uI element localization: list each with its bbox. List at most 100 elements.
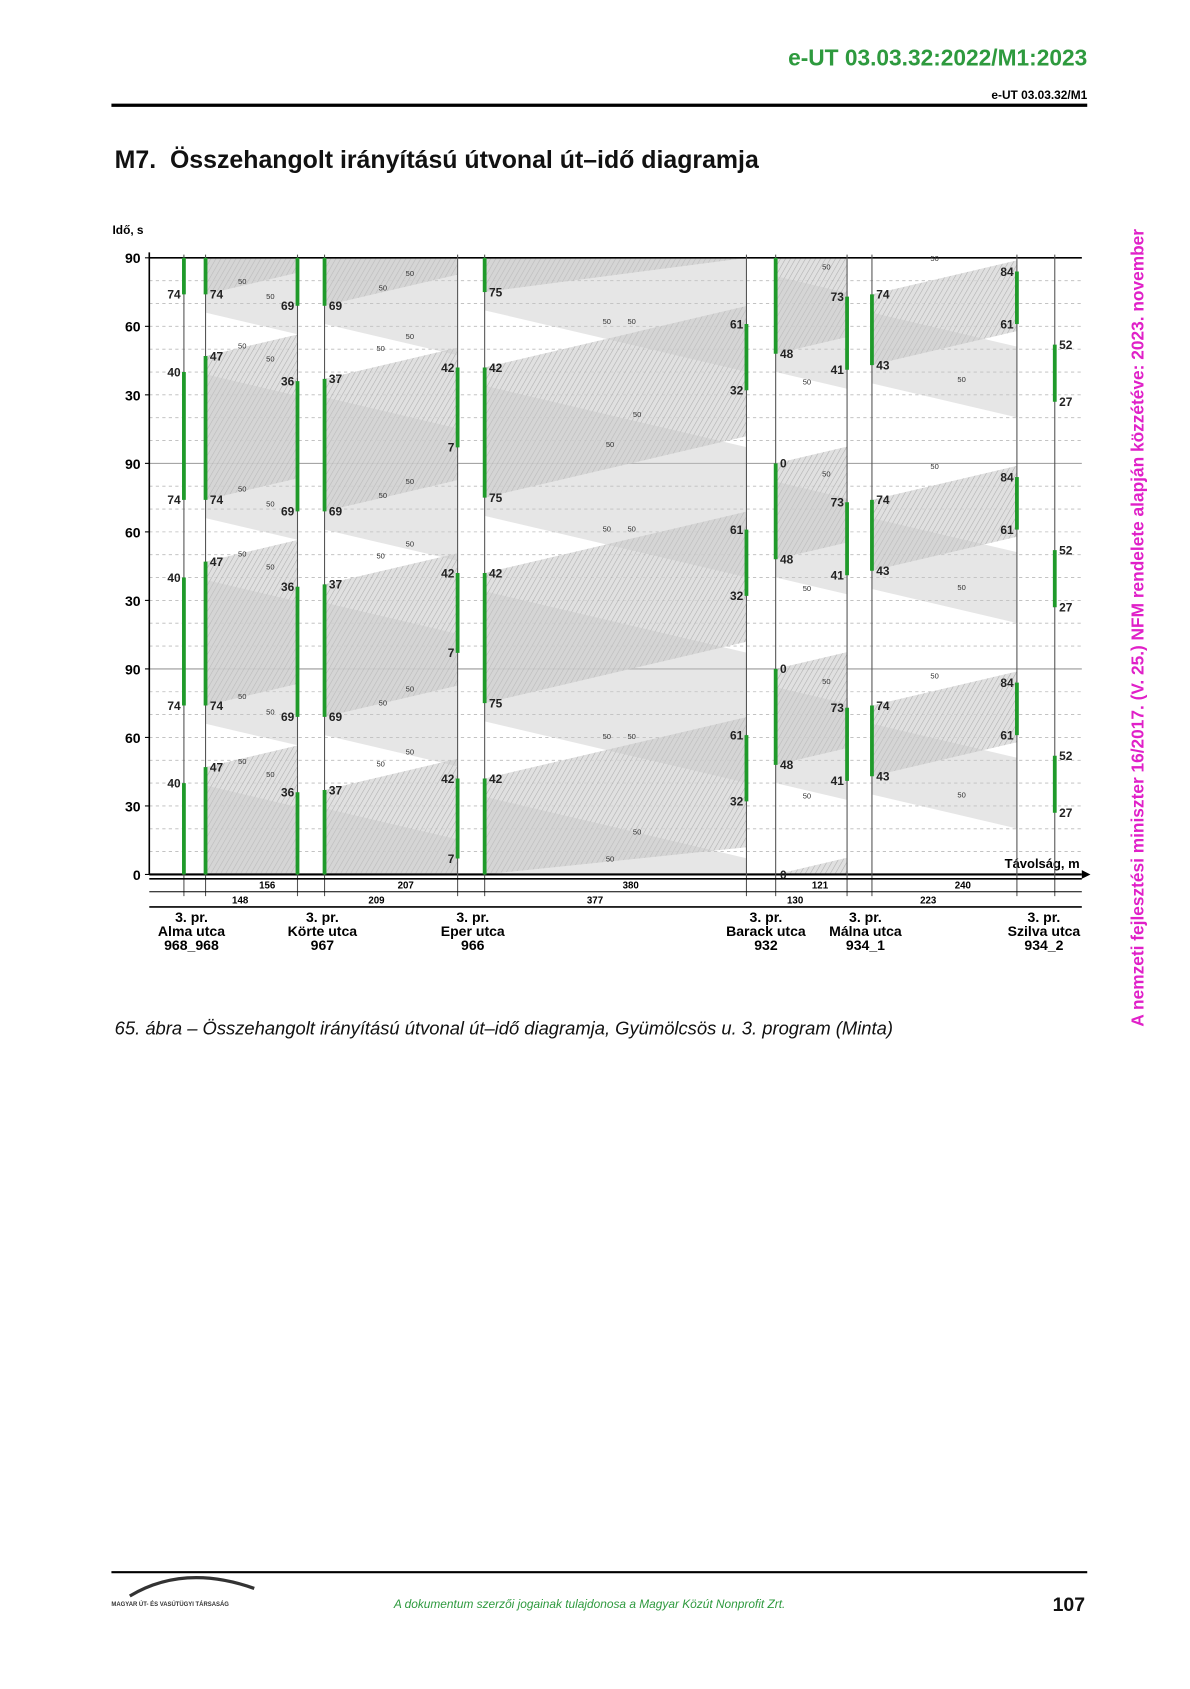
phase-label: 69 [329,299,343,313]
phase-label: 40 [167,571,181,585]
phase-label: 73 [831,290,845,304]
return-band [324,257,458,356]
phase-label: 43 [876,564,890,578]
phase-label: 69 [281,710,295,724]
return-band [205,579,298,746]
section-title: M7. Összehangolt irányítású útvonal út–i… [115,145,759,174]
phase-label: 40 [167,365,181,379]
speed-label: 50 [406,685,414,694]
green-band [871,465,1017,571]
speed-label: 50 [376,552,384,561]
return-band [484,796,747,875]
speed-label: 50 [633,827,641,836]
phase-label: 74 [210,493,224,507]
phase-label: 42 [489,361,503,375]
green-band [484,306,747,498]
return-band [324,602,458,767]
intersection-name: Eper utca [441,923,505,939]
phase-label: 69 [281,299,295,313]
phase-label: 27 [1059,395,1073,409]
green-band [324,257,458,306]
phase-label: 36 [281,374,295,388]
speed-label: 50 [627,317,635,326]
y-tick-label: 30 [125,593,141,609]
distance-label: 156 [259,881,276,892]
intersection-program: 3. pr. [750,909,783,925]
phase-label: 37 [329,372,343,386]
green-band [324,758,458,875]
speed-label: 50 [822,469,830,478]
speed-label: 50 [803,584,811,593]
speed-label: 50 [930,462,938,471]
green-band [484,717,747,875]
phase-label: 47 [210,555,224,569]
return-band [484,257,747,372]
y-tick-label: 30 [125,387,141,403]
green-band [775,446,848,560]
intersection-name: Málna utca [829,923,902,939]
intersection-code: 967 [311,937,335,953]
speed-label: 50 [379,699,387,708]
phase-label: 52 [1059,749,1073,763]
return-band [775,687,848,800]
phase-label: 36 [281,786,295,800]
speed-label: 50 [606,440,614,449]
y-tick-label: 0 [133,867,141,883]
phase-label: 52 [1059,543,1073,557]
header-subcode: e-UT 03.03.32/M1 [991,88,1087,102]
phase-label: 32 [730,589,744,603]
green-band [324,347,458,512]
y-tick-label: 90 [125,661,141,677]
y-tick-label: 60 [125,319,141,335]
figure-caption: 65. ábra – Összehangolt irányítású útvon… [115,1018,893,1039]
phase-label: 75 [489,696,503,710]
phase-label: 42 [489,772,503,786]
speed-label: 50 [627,732,635,741]
phase-label: 37 [329,578,343,592]
distance-label: 380 [623,881,639,892]
phase-label: 52 [1059,338,1073,352]
speed-label: 50 [627,525,635,534]
speed-label: 50 [238,757,246,766]
speed-label: 50 [238,549,246,558]
phase-label: 74 [167,493,181,507]
phase-label: 42 [441,566,455,580]
return-band [871,723,1017,829]
phase-label: 42 [441,772,455,786]
phase-label: 7 [448,646,455,660]
phase-label: 0 [780,457,787,471]
speed-label: 50 [822,677,830,686]
phase-label: 41 [831,569,845,583]
phase-label: 48 [780,347,794,361]
phase-label: 7 [448,852,455,866]
intersection-name: Szilva utca [1008,923,1081,939]
speed-label: 50 [238,342,246,351]
intersection-code: 968_968 [164,937,219,953]
distance-label: 130 [787,896,803,907]
intersection-program: 3. pr. [306,909,339,925]
phase-label: 42 [489,566,503,580]
sidebar-note: A nemzeti fejlesztési miniszter 16/2017.… [1127,229,1147,1027]
phase-label: 61 [1000,523,1014,537]
distance-label: 207 [398,881,414,892]
return-band [484,591,747,783]
speed-label: 50 [406,747,414,756]
distance-label: 121 [812,881,829,892]
phase-label: 27 [1059,601,1073,615]
speed-label: 50 [379,283,387,292]
phase-label: 75 [489,491,503,505]
return-band [775,481,848,595]
return-band [324,808,458,875]
speed-label: 50 [606,854,614,863]
y-tick-label: 60 [125,730,141,746]
intersection-program: 3. pr. [175,909,208,925]
speed-label: 50 [803,792,811,801]
intersection-name: Barack utca [726,923,806,939]
speed-label: 50 [238,277,246,286]
phase-label: 32 [730,384,744,398]
intersection-program: 3. pr. [1028,909,1061,925]
header-code: e-UT 03.03.32:2022/M1:2023 [788,44,1087,70]
speed-label: 50 [266,500,274,509]
phase-label: 47 [210,349,224,363]
